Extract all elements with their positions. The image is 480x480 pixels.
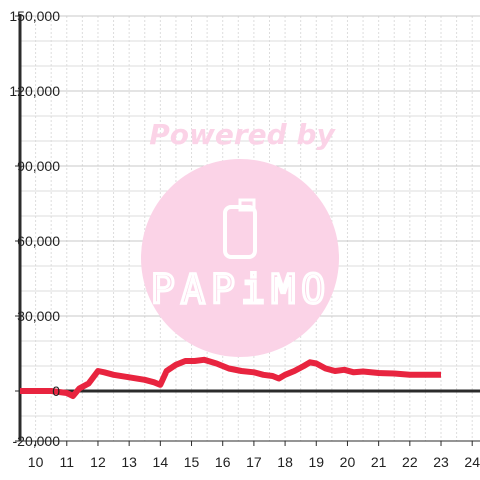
- x-tick-label: 22: [402, 454, 418, 470]
- y-tick-label: 90,000: [17, 158, 60, 174]
- x-tick-label: 16: [215, 454, 231, 470]
- x-tick-label: 24: [464, 454, 480, 470]
- y-tick-label: 30,000: [17, 308, 60, 324]
- x-tick-label: 21: [371, 454, 387, 470]
- x-tick-label: 10: [28, 454, 44, 470]
- x-tick-label: 15: [184, 454, 200, 470]
- x-tick-label: 19: [308, 454, 324, 470]
- x-tick-label: 23: [433, 454, 449, 470]
- watermark-phone-tab-icon: [238, 198, 256, 212]
- watermark-logo-text: PAPiMO: [151, 267, 332, 313]
- y-tick-label: -20,000: [13, 433, 61, 449]
- y-tick-label: 120,000: [9, 83, 60, 99]
- series-line: [20, 356, 441, 399]
- x-tick-label: 11: [60, 454, 75, 470]
- papimo-watermark: Powered by PAPiMO: [141, 118, 339, 357]
- y-axis-tick-labels: -20,000 0 30,000 60,000 90,000 120,000 150,000: [9, 8, 60, 449]
- watermark-powered-by: Powered by: [149, 118, 336, 151]
- series-layer: [20, 356, 441, 399]
- y-tick-label: 150,000: [9, 8, 60, 24]
- x-tick-label: 12: [90, 454, 106, 470]
- x-tick-label: 13: [121, 454, 137, 470]
- x-axis-tick-labels: 10 11 12 13 14 15 16 17 18 19 20 21 22 23 24: [28, 454, 480, 470]
- x-tick-label: 14: [153, 454, 169, 470]
- y-tick-label: 0: [52, 383, 60, 399]
- x-tick-label: 17: [246, 454, 262, 470]
- x-tick-label: 18: [277, 454, 293, 470]
- axes: [15, 14, 480, 446]
- y-tick-label: 60,000: [17, 233, 60, 249]
- x-tick-label: 20: [340, 454, 356, 470]
